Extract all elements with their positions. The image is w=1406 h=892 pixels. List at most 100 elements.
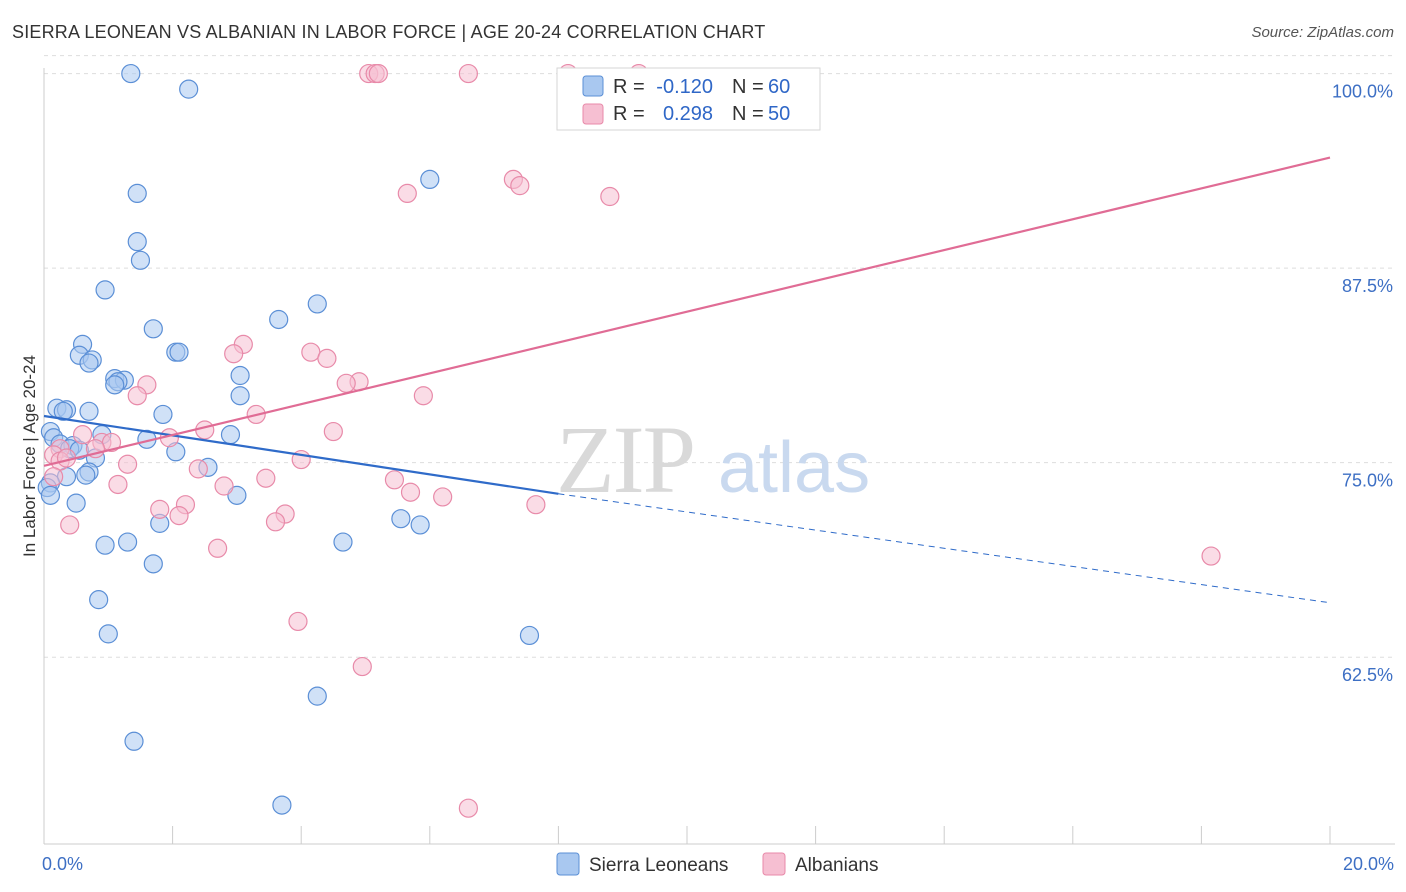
legend-swatch-albanian — [582, 103, 604, 125]
y-tick-label: 62.5% — [1342, 665, 1393, 685]
trendline-sierra-leonean — [43, 414, 559, 495]
point-albanian — [117, 454, 138, 474]
bottom-legend: Sierra Leoneans Albanians — [556, 852, 878, 876]
point-albanian — [127, 386, 147, 406]
point-albanian — [458, 63, 478, 84]
point-albanian — [433, 487, 453, 507]
trend-layer — [43, 156, 1331, 604]
legend-n-value-albanian: 50 — [768, 103, 790, 125]
legend-n-label-sierra: N = — [732, 76, 764, 98]
point-sierra-leonean — [269, 309, 289, 330]
point-albanian — [188, 459, 208, 479]
point-sierra-leonean — [40, 485, 61, 505]
bottom-legend-swatch-albanian — [762, 852, 786, 876]
point-sierra-leonean — [230, 386, 250, 406]
point-sierra-leonean — [143, 319, 163, 339]
point-sierra-leonean — [53, 401, 73, 421]
x-tick-label-min: 0.0% — [42, 854, 83, 874]
y-tick-label: 87.5% — [1342, 276, 1393, 296]
legend-r-value-sierra: -0.120 — [656, 76, 713, 98]
point-albanian — [169, 505, 189, 526]
point-sierra-leonean — [333, 532, 353, 552]
point-sierra-leonean — [66, 493, 86, 513]
point-albanian — [288, 611, 308, 632]
point-albanian — [150, 499, 170, 519]
point-albanian — [510, 176, 530, 196]
point-sierra-leonean — [124, 731, 144, 751]
legend-r-label-albanian: R = — [613, 103, 645, 125]
legend-swatch-sierra — [582, 75, 604, 97]
legend-n-label-albanian: N = — [732, 103, 764, 125]
axes-layer — [43, 68, 1395, 845]
legend-n-value-sierra: 60 — [768, 76, 790, 98]
bottom-legend-label-albanian: Albanians — [795, 855, 878, 876]
point-sierra-leonean — [143, 554, 163, 574]
point-albanian — [384, 470, 405, 490]
point-albanian — [214, 476, 234, 496]
point-sierra-leonean — [153, 404, 173, 425]
point-albanian — [400, 482, 421, 502]
grid-layer — [44, 55, 1395, 658]
point-albanian — [265, 512, 286, 532]
point-albanian — [60, 515, 80, 535]
point-albanian — [323, 421, 343, 442]
point-albanian — [368, 63, 388, 84]
point-sierra-leonean — [95, 280, 115, 300]
point-sierra-leonean — [410, 515, 430, 535]
point-sierra-leonean — [230, 365, 250, 386]
watermark-atlas: atlas — [718, 428, 870, 508]
point-sierra-leonean — [127, 232, 147, 252]
point-sierra-leonean — [169, 342, 189, 362]
y-axis-label: In Labor Force | Age 20-24 — [20, 355, 39, 557]
point-sierra-leonean — [79, 401, 99, 421]
watermark-zip: ZIP — [556, 406, 694, 513]
y-tick-labels: 62.5% 75.0% 87.5% 100.0% — [1332, 82, 1393, 686]
point-sierra-leonean — [121, 63, 141, 84]
points-layer — [37, 63, 1221, 818]
point-sierra-leonean — [130, 250, 151, 270]
point-albanian — [336, 373, 356, 393]
trendline-sierra-leonean-extension — [558, 493, 1331, 604]
point-albanian — [256, 468, 276, 488]
point-sierra-leonean — [227, 485, 247, 505]
point-sierra-leonean — [220, 425, 241, 445]
point-albanian — [600, 186, 620, 207]
point-albanian — [301, 342, 321, 362]
bottom-legend-label-sierra: Sierra Leoneans — [589, 855, 728, 876]
point-sierra-leonean — [79, 353, 99, 373]
point-sierra-leonean — [95, 535, 115, 555]
point-sierra-leonean — [179, 79, 199, 99]
x-tick-label-max: 20.0% — [1343, 854, 1394, 874]
point-albanian — [397, 183, 417, 204]
point-sierra-leonean — [519, 625, 540, 646]
point-albanian — [526, 495, 546, 515]
y-tick-label: 100.0% — [1332, 82, 1393, 102]
point-sierra-leonean — [420, 169, 440, 190]
point-sierra-leonean — [117, 532, 138, 552]
y-tick-label: 75.0% — [1342, 471, 1393, 491]
point-albanian — [1201, 546, 1221, 566]
point-albanian — [413, 386, 433, 406]
point-sierra-leonean — [89, 590, 109, 610]
bottom-legend-swatch-sierra — [556, 852, 580, 876]
legend-r-label-sierra: R = — [613, 76, 645, 98]
point-sierra-leonean — [272, 795, 292, 815]
point-sierra-leonean — [98, 624, 118, 644]
point-albanian — [108, 474, 128, 495]
legend-box: R = -0.120 N = 60 R = 0.298 N = 50 — [556, 67, 821, 131]
point-sierra-leonean — [127, 183, 147, 204]
point-sierra-leonean — [307, 294, 327, 314]
watermark: ZIP atlas — [556, 406, 870, 513]
point-albanian — [458, 798, 478, 818]
point-sierra-leonean — [76, 465, 96, 485]
point-albanian — [224, 344, 244, 364]
point-albanian — [208, 538, 228, 558]
point-albanian — [72, 425, 93, 445]
source-label: Source: ZipAtlas.com — [1251, 24, 1394, 41]
point-sierra-leonean — [391, 509, 411, 529]
chart-title: SIERRA LEONEAN VS ALBANIAN IN LABOR FORC… — [12, 22, 766, 42]
point-albanian — [352, 656, 372, 677]
point-albanian — [317, 348, 337, 368]
point-albanian — [195, 420, 215, 440]
